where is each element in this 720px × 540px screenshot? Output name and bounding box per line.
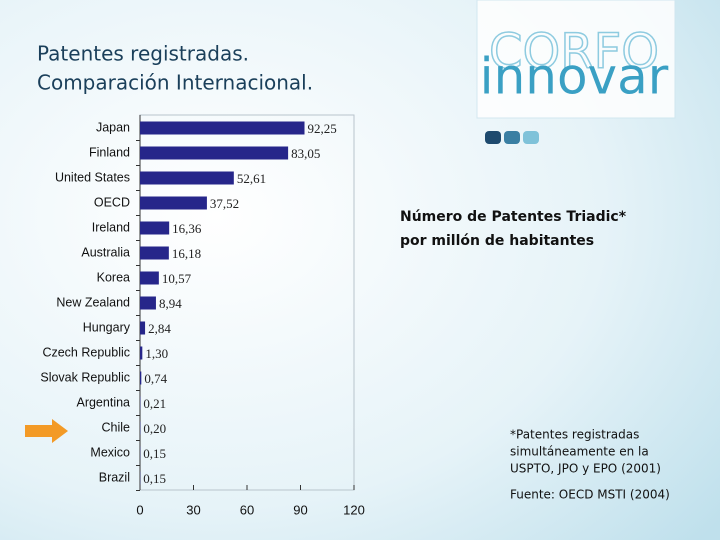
- bar: [140, 321, 146, 335]
- annotation: por millón de habitantes: [400, 233, 594, 249]
- bar: [140, 196, 207, 210]
- bar: [140, 121, 305, 135]
- x-tick-label: 0: [136, 502, 143, 517]
- value-label: 0,15: [143, 471, 166, 486]
- x-tick-label: 30: [186, 502, 200, 517]
- bar: [140, 246, 169, 260]
- footnote: simultáneamente en la: [510, 445, 649, 459]
- value-label: 16,18: [172, 246, 201, 261]
- logo-innovar: innovar: [480, 48, 669, 106]
- value-label: 16,36: [172, 221, 202, 236]
- category-label: Australia: [81, 245, 130, 259]
- value-label: 0,74: [144, 371, 167, 386]
- bar: [140, 171, 234, 185]
- bar: [140, 221, 170, 235]
- value-label: 0,15: [143, 446, 166, 461]
- category-label: Brazil: [99, 470, 130, 484]
- category-label: Chile: [102, 420, 131, 434]
- dot: [504, 131, 520, 144]
- category-label: Ireland: [92, 220, 130, 234]
- value-label: 83,05: [291, 146, 320, 161]
- category-label: Finland: [89, 145, 130, 159]
- category-label: Korea: [97, 270, 130, 284]
- footnote: *Patentes registradas: [510, 428, 639, 442]
- footnote: USPTO, JPO y EPO (2001): [510, 462, 661, 476]
- plot: 0 30 60 90 120 Japan 92,25 Finland 83,05 United S…: [40, 120, 364, 517]
- value-label: 0,21: [143, 396, 166, 411]
- highlight-arrow: [25, 419, 68, 443]
- value-label: 8,94: [159, 296, 182, 311]
- x-tick-label: 120: [343, 502, 365, 517]
- logo-box: [476, 0, 676, 119]
- title-line: Patentes registradas.: [37, 42, 249, 66]
- dot: [523, 131, 539, 144]
- bar: [140, 296, 156, 310]
- title-line: Comparación Internacional.: [37, 71, 313, 95]
- category-label: Mexico: [90, 445, 130, 459]
- annotation: Número de Patentes Triadic*: [400, 209, 627, 225]
- bar: [140, 271, 159, 285]
- bar: [140, 371, 142, 385]
- category-label: United States: [55, 170, 130, 184]
- category-label: Hungary: [83, 320, 131, 334]
- x-tick-label: 60: [240, 502, 254, 517]
- value-label: 52,61: [237, 171, 266, 186]
- value-label: 10,57: [162, 271, 192, 286]
- value-label: 1,30: [145, 346, 168, 361]
- value-label: 37,52: [210, 196, 239, 211]
- category-label: Czech Republic: [42, 345, 130, 359]
- x-tick-label: 90: [293, 502, 307, 517]
- bar: [140, 146, 289, 160]
- category-label: Argentina: [76, 395, 130, 409]
- category-label: Japan: [96, 120, 130, 134]
- value-label: 92,25: [308, 121, 337, 136]
- bar: [140, 346, 143, 360]
- category-label: Slovak Republic: [40, 370, 130, 384]
- dot: [485, 131, 501, 144]
- category-label: OECD: [94, 195, 130, 209]
- category-label: New Zealand: [56, 295, 130, 309]
- source: Fuente: OECD MSTI (2004): [510, 488, 670, 502]
- logo-corfo: CORFO: [489, 24, 659, 80]
- value-label: 2,84: [148, 321, 171, 336]
- value-label: 0,20: [143, 421, 166, 436]
